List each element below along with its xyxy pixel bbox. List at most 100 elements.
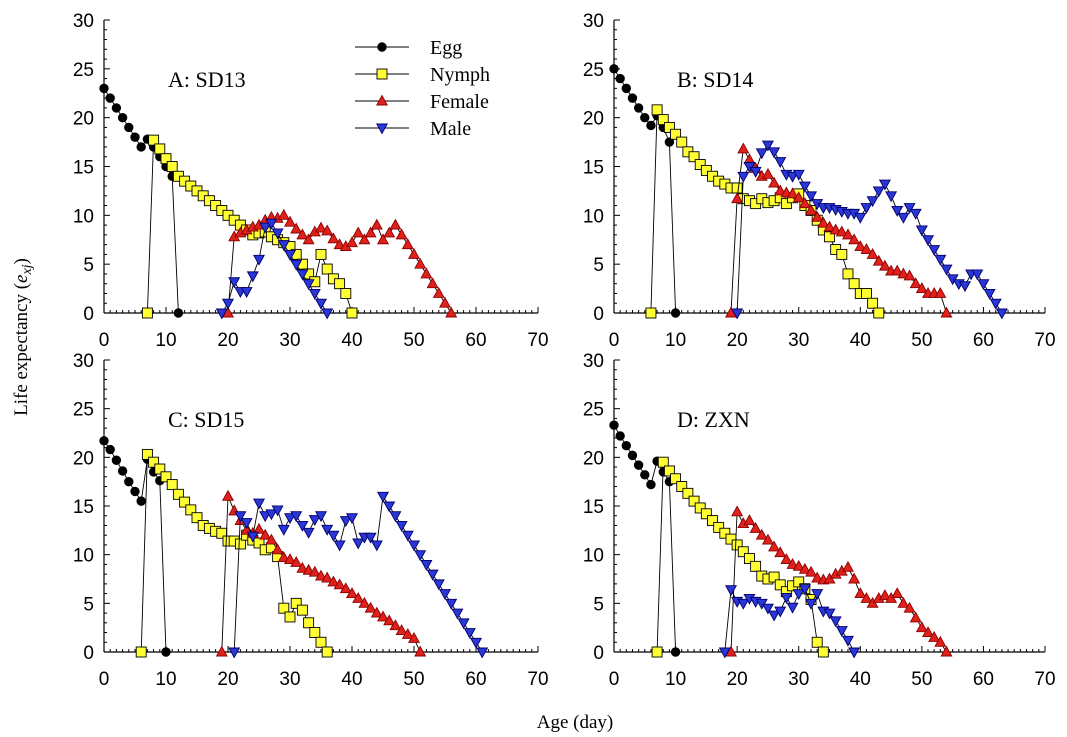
female-point bbox=[922, 626, 935, 637]
panel-title: A: SD13 bbox=[168, 67, 246, 92]
egg-point bbox=[670, 308, 681, 318]
legend-marker-egg bbox=[377, 42, 387, 52]
male-point bbox=[271, 505, 284, 517]
female-point bbox=[768, 540, 781, 552]
male-point bbox=[995, 308, 1008, 320]
male-point bbox=[848, 647, 861, 659]
male-point bbox=[718, 647, 731, 659]
legend: Egg Nymph Female Male bbox=[355, 37, 490, 140]
nymph-point bbox=[737, 546, 749, 558]
female-point bbox=[277, 208, 290, 220]
male-point bbox=[420, 559, 433, 571]
egg-point bbox=[111, 455, 122, 465]
egg-point bbox=[609, 420, 619, 430]
male-point bbox=[780, 593, 793, 604]
male-point bbox=[215, 308, 228, 320]
nymph-point bbox=[346, 307, 358, 319]
male-point bbox=[737, 598, 750, 610]
female-point bbox=[934, 635, 947, 647]
female-point bbox=[761, 533, 774, 545]
female-point bbox=[290, 556, 303, 567]
male-point bbox=[432, 579, 445, 591]
female-point bbox=[891, 587, 904, 599]
x-tick-label: 10 bbox=[665, 669, 686, 690]
female-point bbox=[897, 596, 910, 608]
male-point bbox=[786, 602, 799, 614]
female-point bbox=[786, 187, 799, 199]
female-point bbox=[327, 575, 340, 587]
female-point bbox=[283, 215, 297, 227]
female-point bbox=[866, 247, 879, 259]
nymph-point bbox=[309, 627, 321, 638]
female-point bbox=[749, 521, 762, 533]
male-point bbox=[308, 515, 321, 527]
male-point bbox=[724, 585, 737, 597]
legend-item-egg: Egg bbox=[355, 37, 462, 59]
nymph-point bbox=[160, 153, 172, 165]
nymph-point bbox=[303, 617, 315, 629]
female-point bbox=[358, 596, 371, 608]
legend-marker-nymph bbox=[376, 68, 388, 80]
female-point bbox=[395, 228, 408, 240]
y-tick-label: 0 bbox=[593, 304, 604, 325]
y-tick-label: 15 bbox=[583, 158, 604, 179]
male-point bbox=[240, 518, 253, 529]
male-point bbox=[451, 608, 464, 620]
male-point bbox=[457, 618, 470, 630]
chart-panel-4: 0 5 10 15 20 25 30 0 10 20 30 40 50 60 70 D: ZXN bbox=[583, 351, 1056, 690]
nymph-point bbox=[172, 488, 184, 500]
nymph-point bbox=[670, 473, 682, 485]
egg-point bbox=[646, 120, 656, 131]
x-tick-label: 60 bbox=[465, 669, 486, 690]
male-point bbox=[259, 511, 272, 523]
male-point bbox=[414, 550, 427, 562]
female-point bbox=[321, 571, 334, 583]
nymph-point bbox=[663, 121, 675, 133]
female-point bbox=[339, 582, 352, 594]
egg-point bbox=[615, 73, 625, 84]
male-point bbox=[221, 298, 235, 310]
female-point bbox=[271, 543, 284, 555]
male-point bbox=[438, 589, 452, 601]
nymph-point bbox=[676, 136, 688, 148]
female-point bbox=[445, 306, 458, 318]
nymph-point bbox=[234, 538, 246, 550]
male-point bbox=[469, 637, 483, 649]
female-point bbox=[438, 296, 452, 308]
series-male bbox=[228, 491, 489, 659]
nymph-point bbox=[694, 502, 706, 514]
nymph-point bbox=[688, 151, 700, 163]
male-point bbox=[308, 289, 321, 300]
x-tick-label: 0 bbox=[609, 330, 620, 351]
male-point bbox=[302, 527, 315, 539]
female-point bbox=[792, 559, 805, 571]
male-point bbox=[823, 608, 836, 620]
egg-point bbox=[136, 496, 146, 506]
nymph-point bbox=[154, 463, 166, 475]
nymph-point bbox=[694, 159, 706, 170]
series-nymph bbox=[651, 456, 829, 658]
female-point bbox=[401, 238, 414, 250]
x-tick-label: 60 bbox=[973, 669, 994, 690]
male-point bbox=[805, 598, 818, 610]
male-point bbox=[234, 511, 247, 523]
egg-point bbox=[670, 647, 681, 657]
male-point bbox=[989, 298, 1002, 310]
female-point bbox=[891, 264, 904, 276]
egg-point bbox=[136, 142, 146, 152]
egg-point bbox=[124, 122, 134, 133]
legend-label: Nymph bbox=[430, 64, 490, 86]
nymph-point bbox=[744, 553, 755, 565]
male-point bbox=[364, 532, 377, 544]
x-tick-label: 40 bbox=[850, 330, 871, 351]
nymph-point bbox=[135, 646, 147, 658]
y-tick-label: 0 bbox=[83, 643, 94, 664]
male-point bbox=[878, 179, 891, 191]
panel-title: C: SD15 bbox=[168, 407, 244, 432]
y-tick-label: 0 bbox=[593, 643, 604, 664]
y-tick-label: 5 bbox=[83, 255, 94, 276]
male-point bbox=[934, 254, 947, 266]
female-point bbox=[878, 259, 891, 271]
egg-point bbox=[646, 479, 656, 490]
male-point bbox=[321, 524, 334, 536]
